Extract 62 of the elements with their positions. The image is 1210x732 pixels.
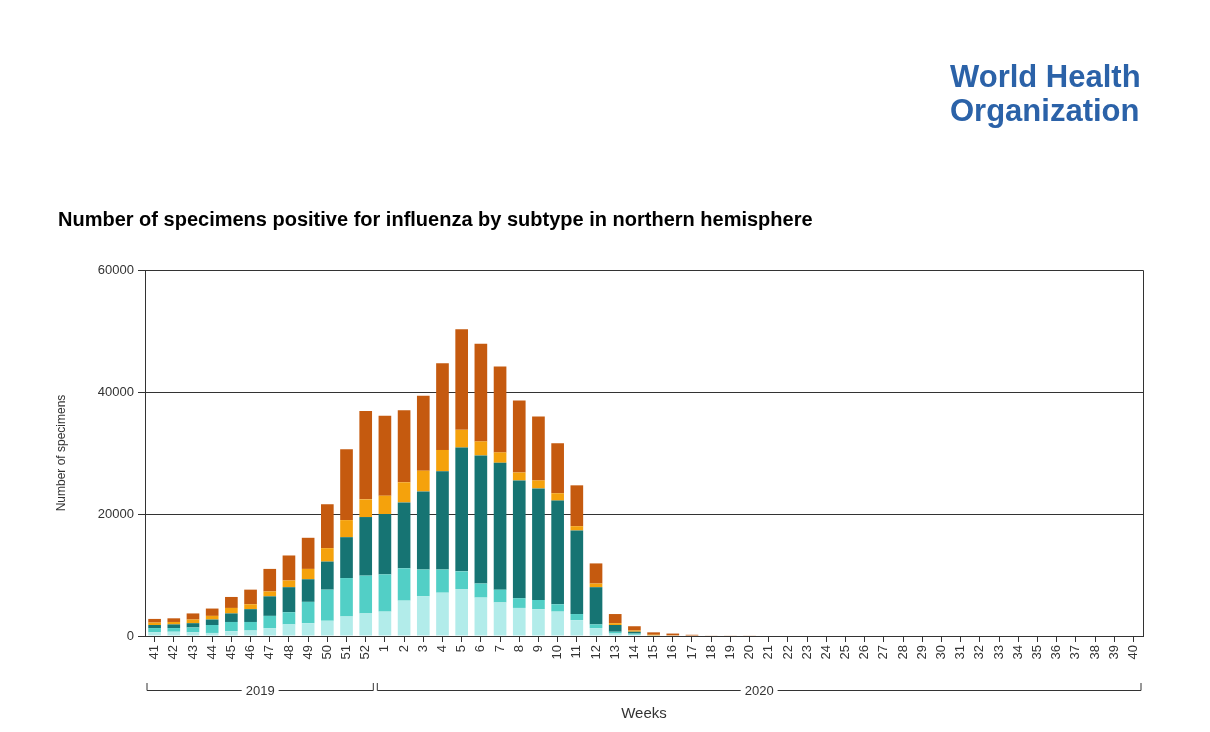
x-tick-label: 50 — [318, 645, 334, 660]
x-tick-label: 51 — [338, 645, 354, 660]
x-tick-label: 17 — [683, 645, 699, 660]
x-tick-label: 2 — [395, 645, 411, 653]
y-tick-label: 0 — [126, 627, 134, 643]
y-axis-title: Number of specimens — [54, 394, 69, 512]
x-tick-label: 24 — [817, 645, 833, 660]
text: World Health Organization — [950, 59, 1142, 128]
x-tick-label: 44 — [203, 645, 219, 660]
x-tick-label: 32 — [971, 645, 987, 660]
x-tick-label: 35 — [1029, 645, 1045, 660]
x-tick-label: 1 — [376, 645, 392, 653]
x-tick-label: 15 — [645, 645, 661, 660]
x-tick-label: 31 — [952, 645, 968, 660]
x-tick-label: 40 — [1124, 645, 1140, 660]
x-tick-label: 33 — [990, 645, 1006, 660]
x-tick-label: 12 — [587, 645, 603, 660]
x-tick-label: 37 — [1067, 645, 1083, 660]
x-tick-label: 42 — [165, 645, 181, 660]
x-tick-label: 22 — [779, 645, 795, 660]
x-tick-label: 41 — [146, 645, 162, 660]
text: 2019 — [245, 682, 275, 698]
chart-title: Number of specimens positive for influenza by subtype in northern hemisphere — [58, 208, 813, 231]
x-tick-label: 23 — [798, 645, 814, 660]
x-tick-label: 26 — [856, 645, 872, 660]
x-tick-label: 47 — [261, 645, 277, 660]
x-tick-label: 13 — [606, 645, 622, 660]
x-tick-label: 36 — [1048, 645, 1064, 660]
x-tick-label: 8 — [510, 645, 526, 653]
x-tick-label: 11 — [568, 645, 584, 659]
x-tick-label: 7 — [491, 645, 507, 653]
x-tick-label: 48 — [280, 645, 296, 660]
x-tick-label: 10 — [549, 645, 565, 660]
y-tick-label: 20000 — [97, 505, 134, 521]
x-tick-label: 49 — [299, 645, 315, 660]
x-tick-label: 18 — [702, 645, 718, 660]
x-tick-label: 14 — [625, 645, 641, 660]
x-tick-label: 45 — [222, 645, 238, 660]
x-tick-label: 27 — [875, 645, 891, 660]
x-tick-label: 38 — [1086, 645, 1102, 660]
y-tick-label: 60000 — [97, 261, 134, 277]
x-tick-label: 19 — [721, 645, 737, 660]
x-tick-label: 21 — [760, 645, 776, 660]
x-tick-label: 9 — [530, 645, 546, 653]
x-tick-label: 52 — [357, 645, 373, 660]
x-tick-label: 39 — [1105, 645, 1121, 660]
x-tick-label: 28 — [894, 645, 910, 660]
y-tick-label: 40000 — [97, 383, 134, 399]
x-tick-label: 46 — [242, 645, 258, 660]
x-tick-label: 43 — [184, 645, 200, 660]
x-tick-label: 4 — [434, 645, 450, 653]
x-tick-label: 34 — [1009, 645, 1025, 660]
x-tick-label: 6 — [472, 645, 488, 653]
x-tick-label: 16 — [664, 645, 680, 660]
x-tick-label: 29 — [913, 645, 929, 660]
text: 2020 — [744, 682, 774, 698]
x-tick-label: 5 — [453, 645, 469, 653]
x-tick-label: 30 — [933, 645, 949, 660]
x-tick-label: 20 — [741, 645, 757, 660]
x-axis-title: Weeks — [621, 704, 667, 722]
x-tick-label: 25 — [837, 645, 853, 660]
x-tick-label: 3 — [414, 645, 430, 653]
